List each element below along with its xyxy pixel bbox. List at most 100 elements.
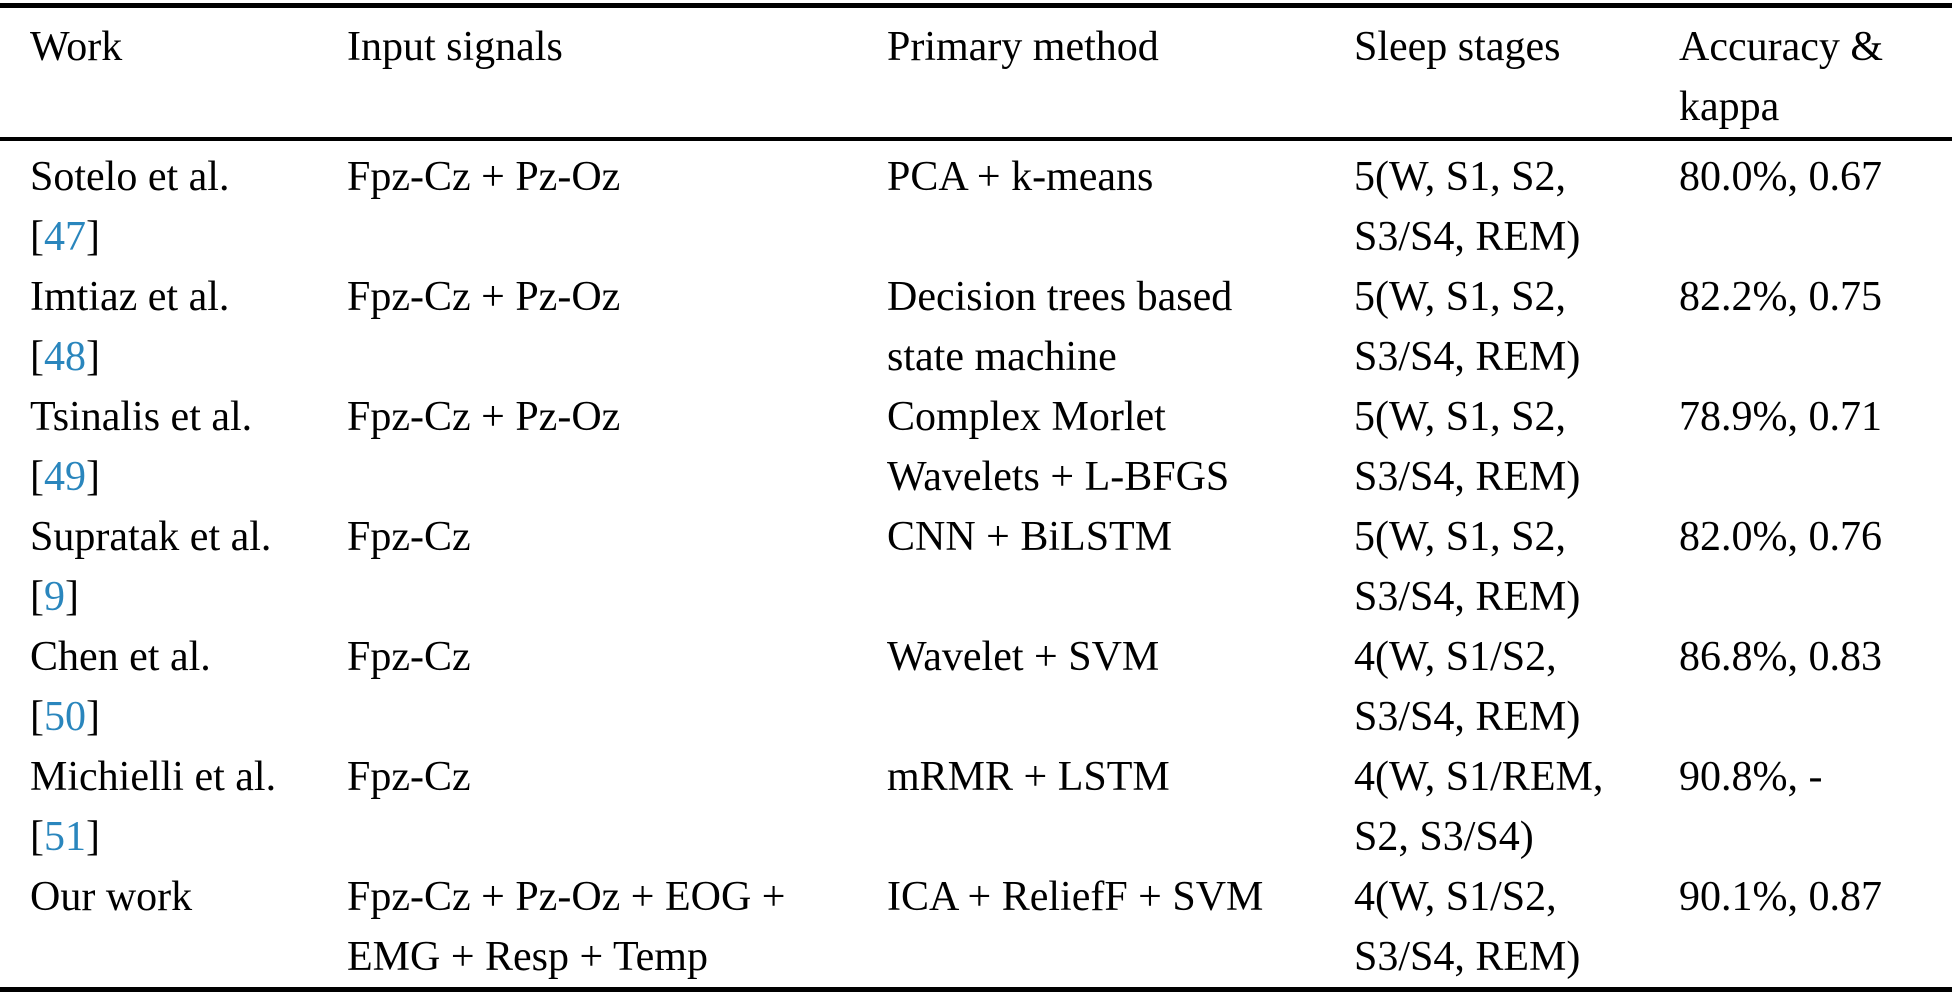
cell-line-1: Fpz-Cz (347, 754, 471, 800)
cell-line-1: 4(W, S1/REM, (1354, 754, 1604, 800)
work-author: Sotelo et al. (30, 154, 230, 200)
work-citation: [49] (30, 447, 335, 507)
table-row: Chen et al. [50] Fpz-Cz Wavelet + SVM 4(… (0, 627, 1952, 747)
work-citation: [48] (30, 327, 335, 387)
table-border-top (0, 3, 1952, 8)
cell-line-1: 90.1%, 0.87 (1679, 874, 1882, 920)
cell-sleep-stages: 5(W, S1, S2, S3/S4, REM) (1354, 507, 1679, 627)
cell-line-1: 5(W, S1, S2, (1354, 274, 1566, 320)
cell-line-2: S2, S3/S4) (1354, 814, 1534, 860)
cell-work: Chen et al. [50] (30, 627, 347, 747)
cell-line-1: Fpz-Cz + Pz-Oz (347, 274, 621, 320)
table-header-row: Work Input signals Primary method Sleep … (0, 8, 1952, 137)
cell-line-2: S3/S4, REM) (1354, 694, 1581, 740)
work-author: Tsinalis et al. (30, 394, 253, 440)
citation-link[interactable]: 47 (44, 214, 86, 260)
table-row: Tsinalis et al. [49] Fpz-Cz + Pz-Oz Comp… (0, 387, 1952, 507)
cell-work: Our work (30, 867, 347, 927)
cell-sleep-stages: 5(W, S1, S2, S3/S4, REM) (1354, 387, 1679, 507)
citation-link[interactable]: 51 (44, 814, 86, 860)
cell-accuracy-kappa: 78.9%, 0.71 (1679, 387, 1932, 447)
citation-link[interactable]: 9 (44, 574, 65, 620)
cell-primary-method: PCA + k-means (887, 147, 1354, 207)
cell-line-1: Complex Morlet (887, 394, 1166, 440)
work-author: Michielli et al. (30, 754, 277, 800)
table-row: Michielli et al. [51] Fpz-Cz mRMR + LSTM… (0, 747, 1952, 867)
cell-line-1: Fpz-Cz (347, 514, 471, 560)
work-author: Chen et al. (30, 634, 211, 680)
work-author: Imtiaz et al. (30, 274, 230, 320)
citation-bracket-close: ] (86, 454, 100, 500)
cell-primary-method: mRMR + LSTM (887, 747, 1354, 807)
cell-work: Tsinalis et al. [49] (30, 387, 347, 507)
cell-line-1: 5(W, S1, S2, (1354, 394, 1566, 440)
cell-input-signals: Fpz-Cz + Pz-Oz (347, 267, 887, 327)
cell-work: Michielli et al. [51] (30, 747, 347, 867)
cell-line-1: 80.0%, 0.67 (1679, 154, 1882, 200)
cell-primary-method: Decision trees based state machine (887, 267, 1354, 387)
cell-line-1: 4(W, S1/S2, (1354, 874, 1557, 920)
cell-line-1: ICA + ReliefF + SVM (887, 874, 1264, 920)
cell-accuracy-kappa: 82.0%, 0.76 (1679, 507, 1932, 567)
citation-bracket-open: [ (30, 454, 44, 500)
cell-input-signals: Fpz-Cz + Pz-Oz (347, 147, 887, 207)
cell-line-1: CNN + BiLSTM (887, 514, 1173, 560)
cell-input-signals: Fpz-Cz (347, 747, 887, 807)
cell-line-1: PCA + k-means (887, 154, 1154, 200)
citation-bracket-close: ] (86, 334, 100, 380)
cell-accuracy-kappa: 86.8%, 0.83 (1679, 627, 1932, 687)
cell-line-1: 86.8%, 0.83 (1679, 634, 1882, 680)
table-row: Sotelo et al. [47] Fpz-Cz + Pz-Oz PCA + … (0, 147, 1952, 267)
cell-line-1: Fpz-Cz + Pz-Oz (347, 394, 621, 440)
cell-line-1: 5(W, S1, S2, (1354, 154, 1566, 200)
cell-line-1: 82.0%, 0.76 (1679, 514, 1882, 560)
cell-primary-method: ICA + ReliefF + SVM (887, 867, 1354, 927)
citation-bracket-open: [ (30, 574, 44, 620)
cell-sleep-stages: 5(W, S1, S2, S3/S4, REM) (1354, 267, 1679, 387)
citation-link[interactable]: 50 (44, 694, 86, 740)
work-citation: [9] (30, 567, 335, 627)
citation-bracket-open: [ (30, 334, 44, 380)
citation-bracket-close: ] (65, 574, 79, 620)
cell-line-1: 5(W, S1, S2, (1354, 514, 1566, 560)
cell-primary-method: Wavelet + SVM (887, 627, 1354, 687)
cell-line-1: Decision trees based (887, 274, 1233, 320)
cell-sleep-stages: 5(W, S1, S2, S3/S4, REM) (1354, 147, 1679, 267)
column-header-work: Work (30, 24, 123, 70)
cell-accuracy-kappa: 80.0%, 0.67 (1679, 147, 1932, 207)
citation-bracket-close: ] (86, 814, 100, 860)
citation-link[interactable]: 49 (44, 454, 86, 500)
cell-sleep-stages: 4(W, S1/S2, S3/S4, REM) (1354, 867, 1679, 987)
column-header-accuracy-kappa: Accuracy & kappa (1679, 24, 1884, 130)
citation-bracket-open: [ (30, 814, 44, 860)
cell-line-2: Wavelets + L-BFGS (887, 454, 1230, 500)
work-citation: [51] (30, 807, 335, 867)
cell-line-1: 90.8%, - (1679, 754, 1823, 800)
cell-line-1: 4(W, S1/S2, (1354, 634, 1557, 680)
cell-input-signals: Fpz-Cz (347, 627, 887, 687)
cell-line-1: Fpz-Cz + Pz-Oz + EOG + (347, 874, 786, 920)
column-header-sleep-stages: Sleep stages (1354, 24, 1561, 70)
table-header-separator (0, 137, 1952, 141)
cell-accuracy-kappa: 82.2%, 0.75 (1679, 267, 1932, 327)
cell-line-1: 82.2%, 0.75 (1679, 274, 1882, 320)
cell-line-2: S3/S4, REM) (1354, 454, 1581, 500)
cell-line-1: 78.9%, 0.71 (1679, 394, 1882, 440)
citation-bracket-close: ] (86, 694, 100, 740)
work-citation: [50] (30, 687, 335, 747)
cell-primary-method: Complex Morlet Wavelets + L-BFGS (887, 387, 1354, 507)
cell-sleep-stages: 4(W, S1/S2, S3/S4, REM) (1354, 627, 1679, 747)
cell-line-2: S3/S4, REM) (1354, 214, 1581, 260)
table-row: Supratak et al. [9] Fpz-Cz CNN + BiLSTM … (0, 507, 1952, 627)
cell-line-2: EMG + Resp + Temp (347, 934, 708, 980)
column-header-primary-method: Primary method (887, 24, 1159, 70)
table-row: Imtiaz et al. [48] Fpz-Cz + Pz-Oz Decisi… (0, 267, 1952, 387)
cell-line-2: S3/S4, REM) (1354, 934, 1581, 980)
citation-bracket-open: [ (30, 214, 44, 260)
citation-link[interactable]: 48 (44, 334, 86, 380)
citation-bracket-open: [ (30, 694, 44, 740)
work-author: Our work (30, 874, 193, 920)
cell-work: Sotelo et al. [47] (30, 147, 347, 267)
cell-line-1: Wavelet + SVM (887, 634, 1160, 680)
cell-input-signals: Fpz-Cz + Pz-Oz + EOG + EMG + Resp + Temp (347, 867, 887, 987)
